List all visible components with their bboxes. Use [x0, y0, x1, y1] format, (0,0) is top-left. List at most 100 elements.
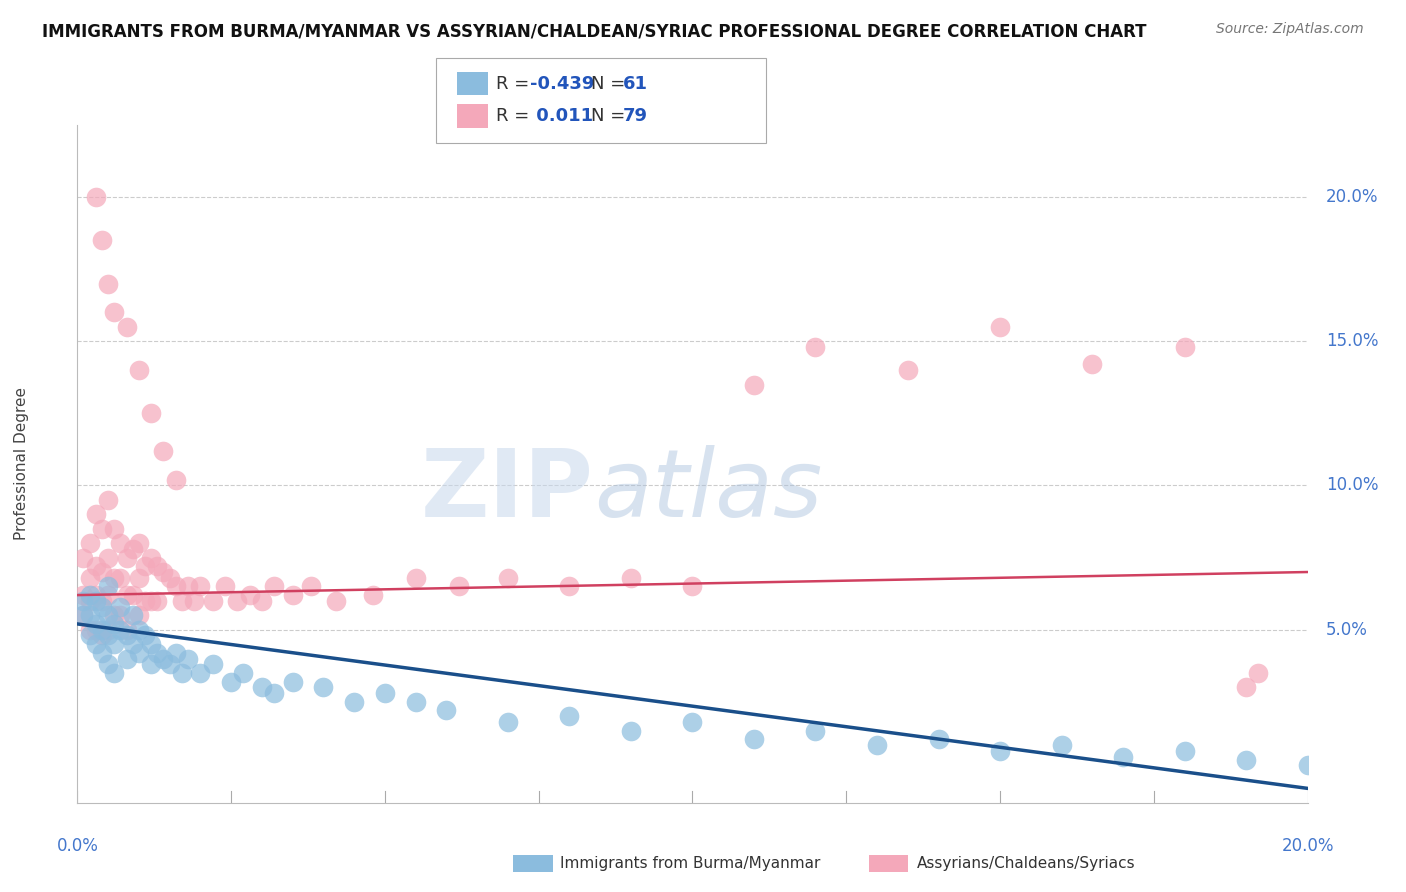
Point [128, 571, 150, 585]
Point [897, 363, 920, 377]
Point [121, 588, 143, 602]
Point [263, 579, 285, 593]
Point [79, 571, 101, 585]
Point [558, 709, 581, 723]
Point [170, 594, 193, 608]
Point [343, 695, 366, 709]
Text: 5.0%: 5.0% [1326, 621, 1368, 639]
Point [115, 623, 138, 637]
Point [90, 599, 114, 614]
Text: -0.439: -0.439 [530, 75, 595, 93]
Text: ZIP: ZIP [422, 445, 595, 537]
Point [1081, 357, 1104, 371]
Point [1174, 340, 1197, 354]
Point [79, 628, 101, 642]
Point [141, 657, 163, 672]
Text: N =: N = [591, 107, 630, 125]
Point [103, 665, 125, 680]
Point [97, 623, 120, 637]
Point [159, 657, 181, 672]
Point [1234, 752, 1257, 766]
Point [90, 646, 114, 660]
Point [115, 651, 138, 665]
Text: 10.0%: 10.0% [1326, 476, 1378, 494]
Point [79, 608, 101, 623]
Text: 0.0%: 0.0% [56, 838, 98, 855]
Point [72, 550, 94, 565]
Point [496, 571, 519, 585]
Text: Source: ZipAtlas.com: Source: ZipAtlas.com [1216, 22, 1364, 37]
Point [804, 340, 827, 354]
Point [115, 588, 138, 602]
Text: IMMIGRANTS FROM BURMA/MYANMAR VS ASSYRIAN/CHALDEAN/SYRIAC PROFESSIONAL DEGREE CO: IMMIGRANTS FROM BURMA/MYANMAR VS ASSYRIA… [42, 22, 1147, 40]
Point [405, 571, 427, 585]
Point [177, 579, 200, 593]
Point [84, 637, 107, 651]
Point [84, 559, 107, 574]
Point [165, 646, 187, 660]
Point [152, 565, 174, 579]
Point [103, 522, 125, 536]
Point [121, 637, 143, 651]
Point [226, 594, 249, 608]
Point [374, 686, 396, 700]
Point [325, 594, 347, 608]
Point [1247, 665, 1270, 680]
Point [146, 559, 169, 574]
Point [152, 651, 174, 665]
Point [1174, 744, 1197, 758]
Point [165, 579, 187, 593]
Point [128, 623, 150, 637]
Point [250, 681, 273, 695]
Point [866, 738, 889, 752]
Point [1112, 749, 1135, 764]
Point [103, 608, 125, 623]
Point [201, 594, 224, 608]
Point [90, 565, 114, 579]
Text: Professional Degree: Professional Degree [14, 387, 30, 541]
Point [90, 522, 114, 536]
Point [110, 608, 132, 623]
Point [988, 744, 1011, 758]
Point [72, 608, 94, 623]
Text: R =: R = [496, 75, 536, 93]
Text: 20.0%: 20.0% [1281, 838, 1334, 855]
Point [183, 594, 205, 608]
Point [79, 623, 101, 637]
Point [128, 646, 150, 660]
Point [90, 623, 114, 637]
Point [141, 594, 163, 608]
Point [110, 536, 132, 550]
Text: 20.0%: 20.0% [1326, 188, 1378, 206]
Point [115, 550, 138, 565]
Point [97, 579, 120, 593]
Point [152, 443, 174, 458]
Point [250, 594, 273, 608]
Point [159, 571, 181, 585]
Point [1234, 681, 1257, 695]
Point [97, 657, 120, 672]
Point [121, 541, 143, 556]
Point [177, 651, 200, 665]
Point [682, 579, 704, 593]
Point [188, 579, 212, 593]
Point [128, 363, 150, 377]
Point [79, 588, 101, 602]
Text: 0.011: 0.011 [530, 107, 593, 125]
Point [201, 657, 224, 672]
Point [928, 732, 950, 747]
Point [496, 714, 519, 729]
Text: Assyrians/Chaldeans/Syriacs: Assyrians/Chaldeans/Syriacs [917, 856, 1135, 871]
Point [72, 594, 94, 608]
Point [299, 579, 322, 593]
Point [232, 665, 254, 680]
Point [90, 594, 114, 608]
Point [1296, 758, 1319, 772]
Point [312, 681, 335, 695]
Point [121, 608, 143, 623]
Point [447, 579, 470, 593]
Point [97, 628, 120, 642]
Point [84, 616, 107, 631]
Point [146, 646, 169, 660]
Point [263, 686, 285, 700]
